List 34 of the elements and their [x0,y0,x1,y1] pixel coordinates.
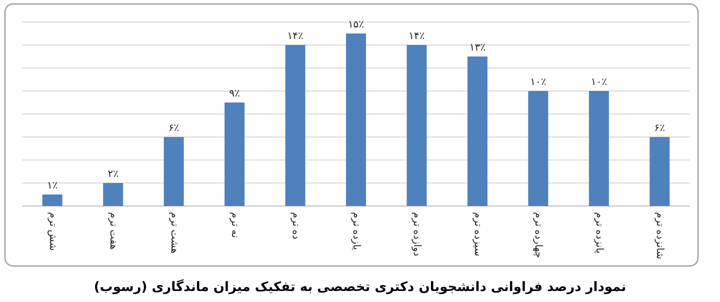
data-label: ۱۳٪ [469,42,486,54]
x-tick-label: پانزده ترم [593,212,604,254]
bar [224,102,245,206]
bar [467,56,488,206]
x-tick-label: سیزده ترم [472,212,483,256]
x-tick-label: هشت ترم [168,212,180,254]
data-label: ۶٪ [168,123,180,134]
x-tick-label: دوازده ترم [411,212,422,256]
data-label: ۱۴٪ [287,31,304,42]
x-tick-label: شانزده ترم [654,212,666,260]
data-label: ۱٪ [46,180,58,192]
data-label: ۱۴٪ [408,31,425,42]
bar [650,137,670,206]
bar [164,137,184,206]
text: نمودار درصد فراوانی دانشجویان دکتری تخصصی به تفکیک میزان ماندگاری (رسوب) [94,279,626,295]
bar [346,34,366,206]
x-tick-label: هفت ترم [108,212,119,250]
bar [42,194,62,206]
bar [285,45,306,206]
data-label: ۶٪ [654,123,666,134]
x-tick-label: نه ترم [229,212,240,238]
data-label: ۹٪ [229,88,240,100]
data-label: ۲٪ [108,169,118,180]
data-label: ۱۰٪ [530,77,546,88]
bar [528,91,548,206]
bar [588,91,609,206]
x-tick-label: ده ترم [290,212,301,240]
x-tick-label: شش ترم [46,212,58,251]
bar [103,183,124,206]
x-tick-label: چهارده ترم [532,212,544,258]
x-tick-label: یازده ترم [350,212,362,250]
bar [406,45,427,206]
data-label: ۱۰٪ [590,77,607,88]
data-label: ۱۵٪ [348,20,364,30]
